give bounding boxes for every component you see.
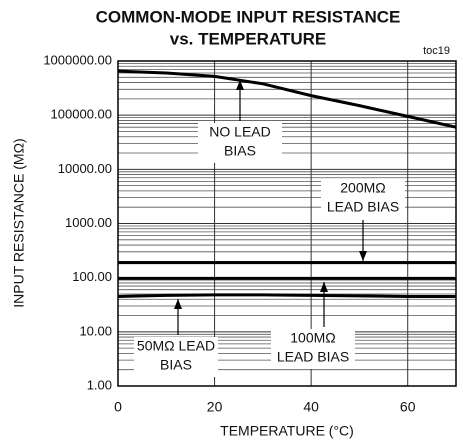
annotation-text: LEAD BIAS [277,349,349,365]
y-tick-label: 10.00 [79,323,112,338]
figure-code: toc19 [423,45,450,57]
x-tick-label: 20 [207,399,223,415]
arrow-head [320,282,328,292]
annotation-box [198,123,282,163]
y-tick-label: 1000.00 [65,215,112,230]
arrow-head [359,251,367,261]
y-tick-label: 1.00 [87,377,112,392]
data-line [117,293,456,298]
annotation-text: BIAS [160,357,192,373]
annotation-text: 100MΩ [290,330,336,346]
annotation-text: 50MΩ LEAD [137,338,215,354]
x-axis-label: TEMPERATURE (°C) [220,423,354,439]
y-tick-label: 10000.00 [58,161,112,176]
annotation-box [321,179,405,219]
annotation-box [271,329,355,369]
x-tick-label: 40 [303,399,319,415]
x-tick-label: 60 [400,399,416,415]
annotation-text: BIAS [224,143,256,159]
chart-title: vs. TEMPERATURE [170,29,327,48]
x-tick-label: 0 [114,399,122,415]
y-tick-label: 100.00 [72,269,112,284]
annotation-text: LEAD BIAS [327,199,399,215]
arrow-head [174,299,182,309]
annotation-text: NO LEAD [209,124,270,140]
chart-title: COMMON-MODE INPUT RESISTANCE [96,7,401,26]
y-axis-label: INPUT RESISTANCE (MΩ) [11,138,27,307]
plot-frame [117,60,457,387]
y-tick-label: 1000000.00 [43,52,112,67]
annotation-text: 200MΩ [340,180,386,196]
arrow-head [236,80,244,90]
annotation-box [134,337,218,377]
data-line [117,69,457,129]
y-tick-label: 100000.00 [51,107,112,122]
